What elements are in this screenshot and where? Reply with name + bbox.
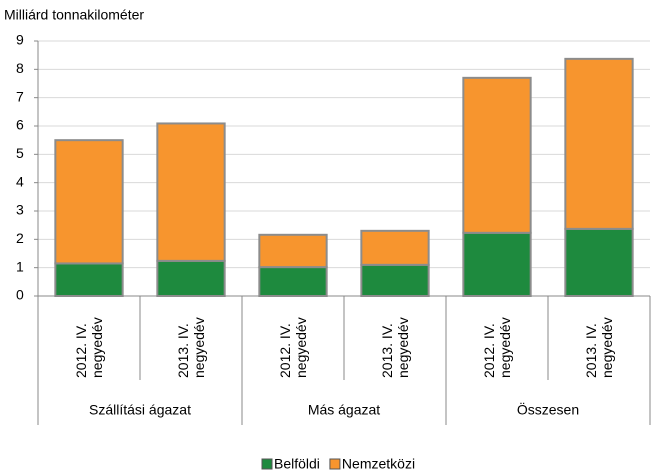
legend-swatch [329, 458, 341, 470]
bar-segment [156, 259, 226, 298]
x-tick-label: 2013. IV. negyedév [175, 317, 207, 378]
group-label: Más ágazat [308, 402, 380, 418]
bar-segment [258, 266, 328, 298]
bar-segment [462, 231, 532, 297]
x-tick-label: 2013. IV. negyedév [583, 317, 615, 378]
legend-label: Nemzetközi [342, 456, 415, 472]
bar-segment [156, 122, 226, 262]
y-tick-label: 1 [16, 258, 24, 274]
y-tick-label: 2 [16, 230, 24, 246]
y-axis-label: Milliárd tonnakilométer [4, 7, 144, 23]
y-tick-label: 9 [16, 32, 24, 48]
legend-swatch [261, 458, 273, 470]
y-tick-label: 4 [16, 173, 24, 189]
y-tick-label: 0 [16, 287, 24, 303]
bar-segment [54, 139, 124, 265]
y-tick-label: 3 [16, 202, 24, 218]
group-label: Összesen [517, 401, 579, 418]
group-label: Szállítási ágazat [89, 402, 191, 418]
x-tick-label: 2012. IV. negyedév [481, 317, 513, 378]
bar-segment [258, 233, 328, 269]
legend-label: Belföldi [274, 456, 320, 472]
bar-segment [360, 263, 430, 298]
bar-segment [462, 76, 532, 234]
bar-segment [360, 229, 430, 266]
y-tick-label: 8 [16, 60, 24, 76]
bar-segment [54, 262, 124, 297]
y-tick-label: 5 [16, 145, 24, 161]
y-tick-label: 6 [16, 117, 24, 133]
x-tick-label: 2013. IV. negyedév [379, 317, 411, 378]
bar-segment [564, 57, 634, 230]
bar-segment [564, 227, 634, 298]
x-tick-label: 2012. IV. negyedév [277, 317, 309, 378]
y-tick-label: 7 [16, 88, 24, 104]
x-tick-label: 2012. IV. negyedév [73, 317, 105, 378]
